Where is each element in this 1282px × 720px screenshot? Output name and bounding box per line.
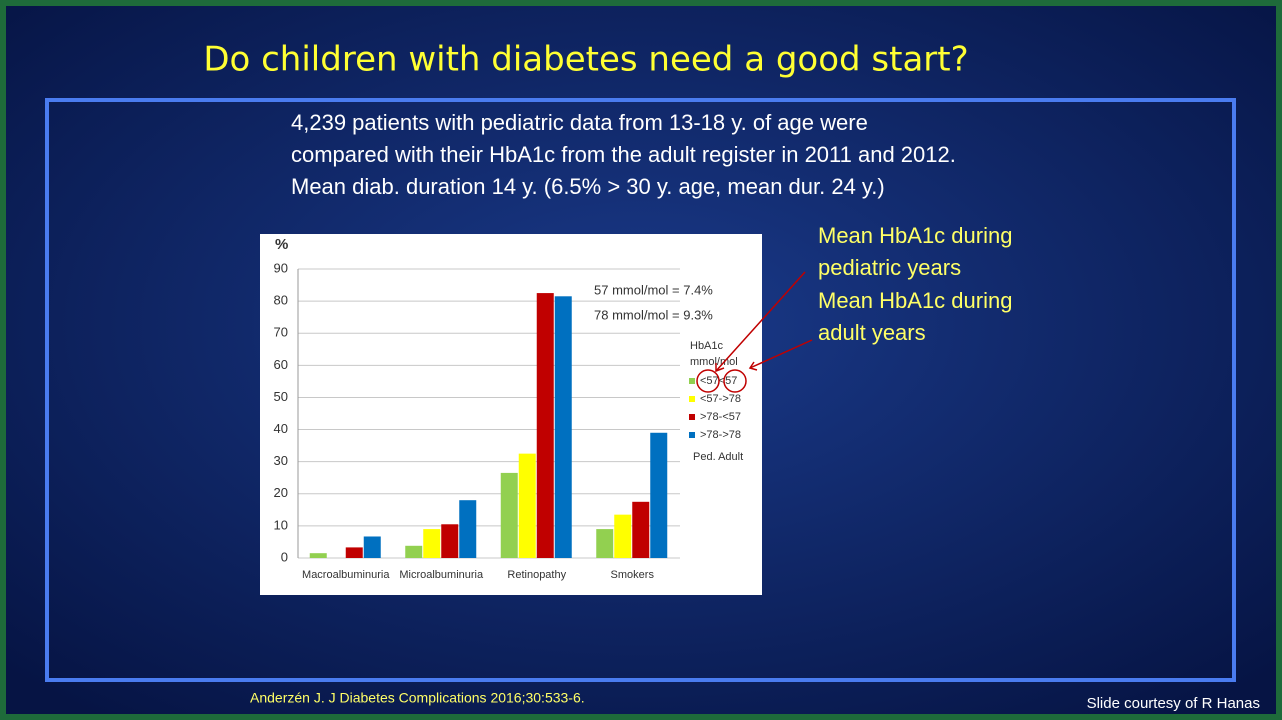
circle xyxy=(723,369,747,393)
content-box xyxy=(45,98,1236,682)
x-tick-label: Microalbuminuria xyxy=(399,569,484,581)
citation: Anderzén J. J Diabetes Complications 201… xyxy=(250,690,585,706)
legend-swatch xyxy=(689,396,695,402)
legend-label: <57->78 xyxy=(700,393,741,405)
bar xyxy=(459,500,477,558)
circle xyxy=(696,369,720,393)
y-tick-label: 0 xyxy=(281,549,288,564)
y-tick-label: 30 xyxy=(274,453,288,468)
intro-line: Mean diab. duration 14 y. (6.5% > 30 y. … xyxy=(291,174,885,199)
bar xyxy=(632,501,650,558)
bar xyxy=(423,529,441,558)
slide-title: Do children with diabetes need a good st… xyxy=(203,40,968,80)
callout: Mean HbA1c during xyxy=(818,223,1012,248)
y-tick-label: 40 xyxy=(274,421,288,436)
callout: pediatric years xyxy=(818,255,961,280)
bar xyxy=(650,432,668,558)
bar xyxy=(500,472,518,558)
bar xyxy=(309,553,327,558)
highlight xyxy=(696,271,813,393)
arrow-head xyxy=(748,361,758,371)
x-tick-label: Macroalbuminuria xyxy=(302,569,390,581)
intro-line: compared with their HbA1c from the adult… xyxy=(291,142,956,167)
y-tick-label: 70 xyxy=(274,325,288,340)
y-tick-label: 60 xyxy=(274,357,288,372)
bar xyxy=(405,545,423,558)
callout: Mean HbA1c during xyxy=(818,288,1012,313)
callout: adult years xyxy=(818,320,926,345)
y-tick-label: 10 xyxy=(274,517,288,532)
arrow-head xyxy=(715,363,725,373)
x-tick-label: Smokers xyxy=(611,569,655,581)
bar xyxy=(345,547,363,558)
bar xyxy=(363,536,381,558)
legend-label: >78->78 xyxy=(700,429,741,441)
y-tick-label: 20 xyxy=(274,485,288,500)
bar xyxy=(614,514,632,558)
y-tick-label: 50 xyxy=(274,389,288,404)
credit: Slide courtesy of R Hanas xyxy=(1087,695,1260,712)
y-tick-label: 90 xyxy=(274,260,288,275)
legend-label: >78-<57 xyxy=(700,411,741,423)
intro-line: 4,239 patients with pediatric data from … xyxy=(291,110,868,135)
arrow xyxy=(715,271,806,372)
bar xyxy=(554,296,572,558)
annotation: 78 mmol/mol = 9.3% xyxy=(594,307,713,322)
bar xyxy=(596,529,614,558)
annotation: 57 mmol/mol = 7.4% xyxy=(594,282,713,297)
bar xyxy=(441,524,459,558)
bar xyxy=(518,453,536,558)
plot: 0 10 20 30 40 50 60 70 80 90 Macroalbuminuria Micro… xyxy=(274,260,741,580)
bar xyxy=(536,293,554,558)
arrow xyxy=(749,339,813,369)
legend-swatch xyxy=(689,378,695,384)
y-tick-label: 80 xyxy=(274,293,288,308)
legend-title: HbA1c xyxy=(690,340,724,352)
legend-footer: Ped. Adult xyxy=(693,451,743,463)
legend-title: mmol/mol xyxy=(690,356,738,368)
x-tick-label: Retinopathy xyxy=(507,569,566,581)
legend-swatch xyxy=(689,414,695,420)
y-axis-label: % xyxy=(275,236,288,253)
legend-swatch xyxy=(689,432,695,438)
